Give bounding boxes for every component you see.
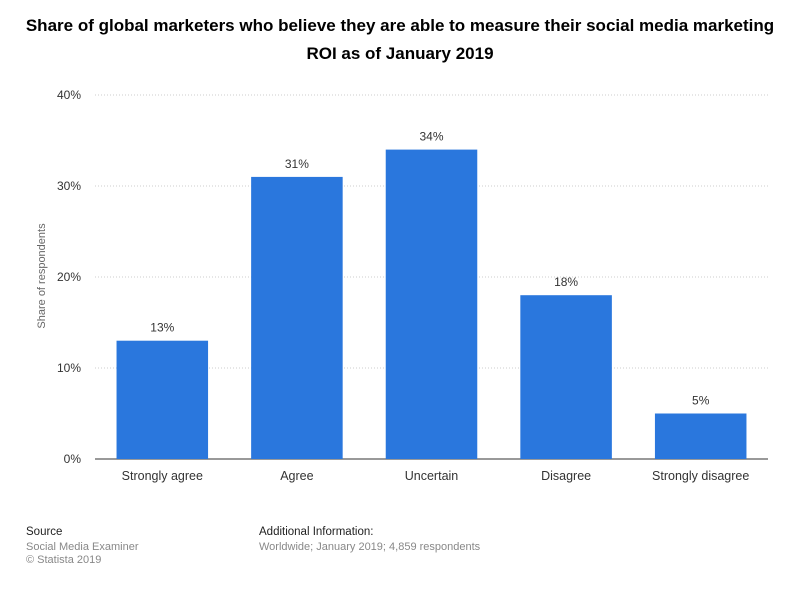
y-axis-label: Share of respondents — [36, 223, 48, 329]
data-label: 31% — [285, 157, 309, 171]
y-tick-label: 40% — [57, 88, 81, 102]
data-label: 34% — [419, 130, 443, 144]
source-block: Source Social Media Examiner © Statista … — [26, 526, 139, 567]
y-tick-label: 20% — [57, 270, 81, 284]
chart-title: Share of global marketers who believe th… — [25, 16, 775, 63]
bar[interactable] — [116, 340, 209, 459]
copyright-line: © Statista 2019 — [26, 554, 102, 566]
data-label: 18% — [554, 275, 578, 289]
source-line[interactable]: Social Media Examiner — [26, 541, 139, 553]
x-category-label: Strongly agree — [122, 469, 203, 483]
bar[interactable] — [251, 176, 343, 459]
additional-info-heading: Additional Information: — [259, 526, 374, 538]
x-category-label: Strongly disagree — [652, 469, 749, 483]
data-label: 5% — [692, 394, 710, 408]
bar[interactable] — [520, 295, 612, 459]
x-category-label: Disagree — [541, 469, 591, 483]
additional-info-text: Worldwide; January 2019; 4,859 responden… — [259, 541, 481, 553]
bar[interactable] — [654, 413, 747, 460]
y-tick-label: 10% — [57, 361, 81, 375]
additional-info-block: Additional Information: Worldwide; Janua… — [259, 526, 480, 554]
x-category-label: Agree — [280, 469, 313, 483]
y-tick-label: 30% — [57, 179, 81, 193]
source-heading: Source — [26, 526, 63, 538]
labels: 0% 10% 20% 30% 40% 13% Strongly agree 31% Agree 3… — [57, 88, 749, 483]
y-tick-label: 0% — [64, 452, 82, 466]
bars — [116, 149, 747, 460]
bar[interactable] — [385, 149, 478, 459]
data-label: 13% — [150, 321, 174, 335]
x-category-label: Uncertain — [405, 469, 459, 483]
